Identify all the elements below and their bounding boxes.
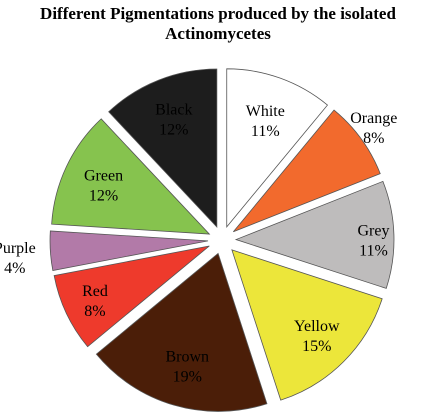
pie-slice-orange — [233, 109, 381, 233]
slice-value-yellow: 15% — [302, 338, 331, 355]
slice-value-red: 8% — [84, 303, 105, 320]
pie-slice-purple — [49, 230, 209, 271]
chart-title-line-2: Actinomycetes — [165, 24, 271, 43]
slice-label-orange: Orange 8% — [350, 110, 397, 147]
slice-name-red: Red — [82, 283, 108, 300]
slice-name-purple: Purple — [0, 240, 36, 257]
slice-value-brown: 19% — [173, 369, 202, 386]
slice-label-green: Green 12% — [84, 167, 123, 204]
pie-slice-yellow — [231, 249, 383, 401]
slice-name-orange: Orange — [350, 110, 397, 127]
slice-label-red: Red 8% — [82, 283, 108, 320]
slice-name-grey: Grey — [357, 222, 389, 239]
slice-label-purple: Purple 4% — [0, 240, 36, 277]
slice-label-yellow: Yellow 15% — [294, 318, 340, 355]
slice-label-black: Black 12% — [155, 101, 192, 138]
slice-name-black: Black — [155, 101, 192, 118]
slice-value-grey: 11% — [359, 242, 388, 259]
pie-slice-brown — [95, 252, 268, 412]
pie-slice-green — [51, 118, 211, 235]
slice-value-purple: 4% — [4, 260, 25, 277]
chart-title-line-1: Different Pigmentations produced by the … — [40, 4, 396, 23]
slice-label-brown: Brown 19% — [165, 349, 209, 386]
pie-slice-black — [108, 68, 218, 228]
slice-name-green: Green — [84, 167, 123, 184]
pie-slice-grey — [234, 180, 395, 289]
slice-name-yellow: Yellow — [294, 318, 340, 335]
slice-value-white: 11% — [251, 123, 280, 140]
slice-value-orange: 8% — [363, 130, 384, 147]
pie-slice-red — [53, 245, 210, 348]
slice-value-black: 12% — [159, 121, 188, 138]
slice-label-grey: Grey 11% — [357, 222, 389, 259]
slice-value-green: 12% — [89, 187, 118, 204]
slice-name-brown: Brown — [165, 349, 209, 366]
slice-name-white: White — [246, 103, 285, 120]
pie-slice-white — [226, 68, 329, 228]
slice-label-white: White 11% — [246, 103, 285, 140]
